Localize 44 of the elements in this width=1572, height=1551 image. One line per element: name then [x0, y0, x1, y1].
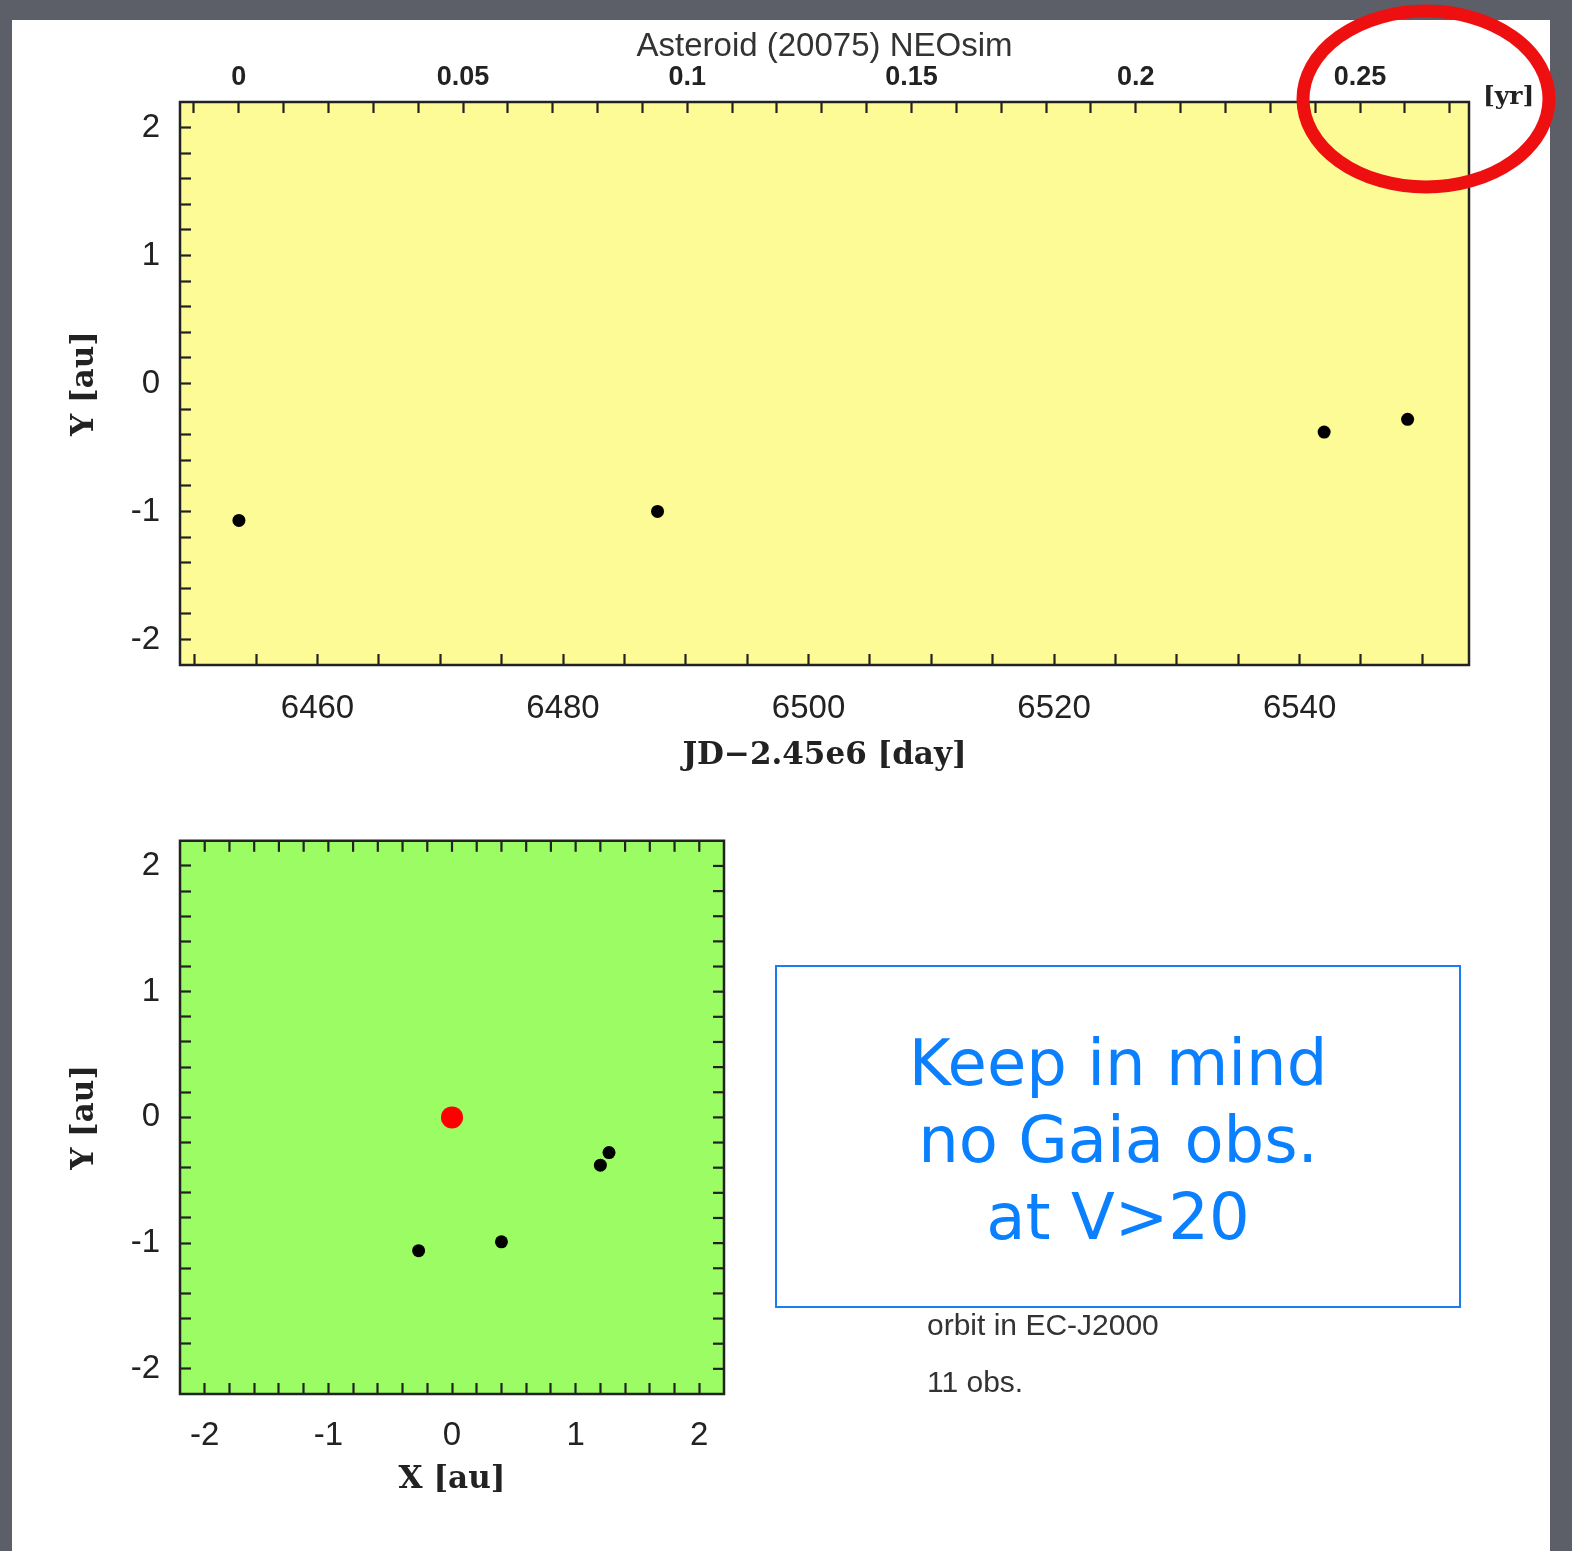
- point: [1401, 412, 1415, 426]
- x2-tick-label: 0.05: [436, 61, 490, 92]
- chart-title: Asteroid (20075) NEOsim: [636, 26, 1013, 64]
- y-tick-label: 0: [141, 1096, 160, 1134]
- point: [651, 504, 665, 518]
- x2-tick-label: 0: [231, 61, 247, 92]
- point: [232, 513, 246, 527]
- y-tick-label: 2: [141, 845, 160, 883]
- y-tick-label: 1: [141, 234, 160, 272]
- y-tick-label: -1: [130, 1222, 160, 1260]
- x2-axis-title: [yr]: [1483, 80, 1535, 110]
- point: [602, 1146, 616, 1160]
- x2-tick-label: 0.1: [668, 61, 707, 92]
- point: [1317, 425, 1331, 439]
- x-tick-label: 0: [442, 1414, 462, 1452]
- x-tick-label: 6480: [526, 687, 600, 725]
- x-tick-label: -2: [190, 1414, 220, 1452]
- y-tick-label: 0: [141, 362, 160, 400]
- x-tick-label: 6500: [771, 687, 846, 725]
- y-axis-title: Y [au]: [63, 1064, 100, 1171]
- point: [593, 1158, 607, 1172]
- x-tick-label: 6520: [1017, 687, 1091, 725]
- x2-tick-label: 0.15: [885, 61, 938, 92]
- x2-tick-label: 0.2: [1116, 61, 1155, 92]
- x2-tick-label: 0.25: [1333, 61, 1387, 92]
- x-tick-label: 6460: [280, 687, 355, 725]
- point: [441, 1106, 463, 1129]
- x-tick-label: -1: [313, 1414, 344, 1452]
- y-tick-label: 1: [141, 970, 160, 1008]
- point: [412, 1244, 426, 1258]
- y-tick-label: -2: [130, 618, 160, 656]
- y-axis-title: Y [au]: [63, 331, 100, 437]
- text: orbit in EC-J2000: [927, 1308, 1159, 1341]
- x-axis-title: X [au]: [398, 1459, 506, 1496]
- x-axis-title: JD−2.45e6 [day]: [679, 735, 967, 772]
- text: Keep in mind no Gaia obs. at V>20: [908, 1024, 1328, 1256]
- x-tick-label: 6540: [1262, 687, 1337, 725]
- y-tick-label: -2: [130, 1347, 160, 1385]
- point: [494, 1235, 508, 1249]
- text: 11 obs.: [927, 1365, 1024, 1398]
- x-tick-label: 1: [566, 1414, 585, 1452]
- y-tick-label: -1: [130, 490, 160, 528]
- x-tick-label: 2: [690, 1414, 709, 1452]
- y-tick-label: 2: [141, 106, 160, 144]
